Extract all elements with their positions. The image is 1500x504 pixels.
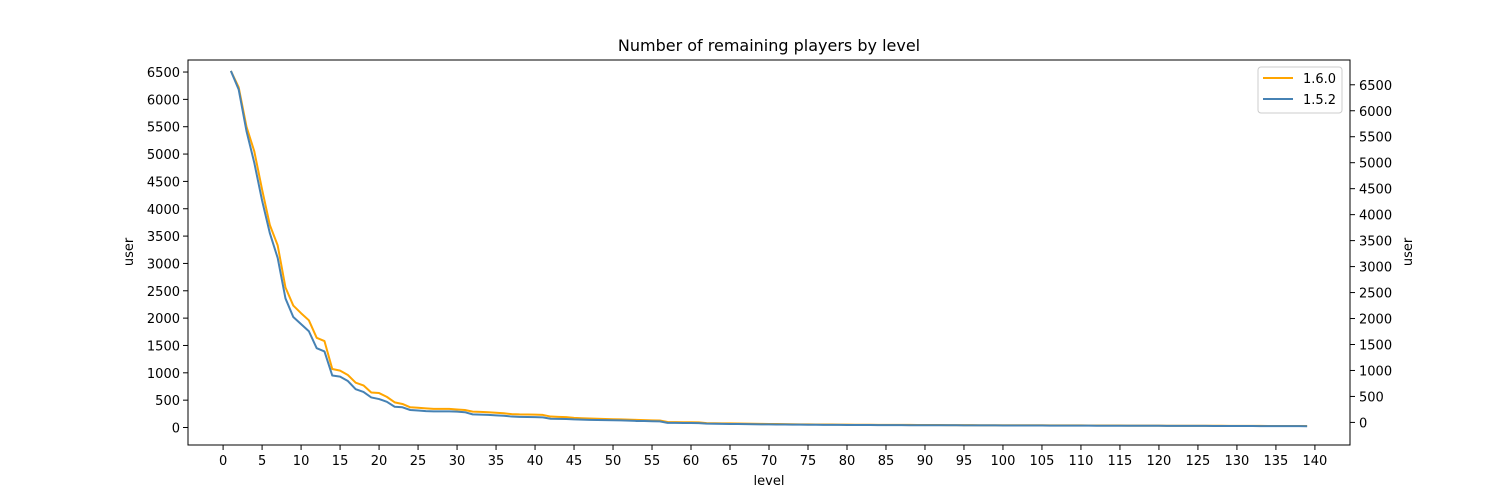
x-tick-label: 30	[449, 454, 466, 469]
y-left-tick-label: 1500	[147, 339, 180, 354]
x-tick-label: 90	[917, 454, 934, 469]
legend-label-1-5-2: 1.5.2	[1303, 93, 1336, 108]
y-left-tick-label: 4000	[147, 203, 180, 218]
y-left-tick-label: 2000	[147, 312, 180, 327]
y-left-tick-label: 0	[172, 422, 180, 437]
x-tick-label: 100	[991, 454, 1016, 469]
y-left-tick-label: 3500	[147, 230, 180, 245]
y-right-tick-label: 5500	[1359, 131, 1392, 146]
y-axis-left-label: user	[122, 237, 137, 266]
y-right-tick-label: 6000	[1359, 105, 1392, 120]
x-tick-label: 125	[1186, 454, 1211, 469]
x-tick-label: 130	[1225, 454, 1250, 469]
x-tick-label: 110	[1069, 454, 1094, 469]
y-right-tick-label: 4500	[1359, 183, 1392, 198]
x-tick-label: 70	[761, 454, 778, 469]
legend-label-1-6-0: 1.6.0	[1303, 72, 1336, 87]
y-right-tick-label: 3000	[1359, 261, 1392, 276]
y-left-tick-label: 1000	[147, 367, 180, 382]
x-tick-label: 50	[605, 454, 622, 469]
x-axis: 0 5 10 15 20 25 30 35 40 45 50 55 60 65 70 75 80 85 90 95 10…	[219, 445, 1327, 469]
x-tick-label: 25	[410, 454, 427, 469]
series-line-1-6-0	[229, 70, 1308, 428]
x-tick-label: 5	[258, 454, 266, 469]
x-tick-label: 85	[878, 454, 895, 469]
x-tick-label: 20	[371, 454, 388, 469]
y-right-tick-label: 500	[1359, 390, 1384, 405]
x-tick-label: 35	[488, 454, 505, 469]
x-tick-label: 15	[332, 454, 349, 469]
y-left-tick-label: 3000	[147, 257, 180, 272]
y-right-tick-label: 1500	[1359, 339, 1392, 354]
x-tick-label: 0	[219, 454, 227, 469]
x-tick-label: 40	[527, 454, 544, 469]
y-right-tick-label: 3500	[1359, 235, 1392, 250]
x-tick-label: 135	[1263, 454, 1288, 469]
y-axis-right: 0 500 1000 1500 2000 2500 3000 3500 4000 4500 5000…	[1350, 79, 1392, 431]
y-right-tick-label: 4000	[1359, 209, 1392, 224]
x-tick-label: 55	[644, 454, 661, 469]
x-tick-label: 120	[1147, 454, 1172, 469]
legend: 1.6.0 1.5.2	[1257, 66, 1343, 114]
x-tick-label: 80	[839, 454, 856, 469]
x-tick-label: 115	[1108, 454, 1133, 469]
x-tick-label: 45	[566, 454, 583, 469]
y-left-tick-label: 6500	[147, 66, 180, 81]
chart-title: Number of remaining players by level	[618, 36, 920, 55]
x-tick-label: 10	[293, 454, 310, 469]
x-tick-label: 65	[722, 454, 739, 469]
y-right-tick-label: 5000	[1359, 157, 1392, 172]
x-tick-label: 60	[683, 454, 700, 469]
x-tick-label: 75	[800, 454, 817, 469]
y-right-tick-label: 6500	[1359, 79, 1392, 94]
y-left-tick-label: 2500	[147, 285, 180, 300]
y-axis-right-label: user	[1401, 237, 1416, 266]
series-line-1-5-2	[229, 70, 1308, 428]
x-tick-label: 95	[956, 454, 973, 469]
y-left-tick-label: 4500	[147, 175, 180, 190]
y-right-tick-label: 0	[1359, 416, 1367, 431]
y-left-tick-label: 6000	[147, 93, 180, 108]
x-axis-label: level	[754, 474, 785, 489]
series-layer	[229, 70, 1308, 428]
y-right-tick-label: 1000	[1359, 364, 1392, 379]
y-left-tick-label: 5000	[147, 148, 180, 163]
y-left-tick-label: 500	[155, 394, 180, 409]
x-tick-label: 140	[1302, 454, 1327, 469]
y-axis-left: 0 500 1000 1500 2000 2500 3000 3500 4000 4500 5000…	[147, 66, 188, 437]
y-left-tick-label: 5500	[147, 121, 180, 136]
y-right-tick-label: 2500	[1359, 287, 1392, 302]
y-right-tick-label: 2000	[1359, 313, 1392, 328]
x-tick-label: 105	[1030, 454, 1055, 469]
plot-area-frame	[187, 59, 1351, 446]
